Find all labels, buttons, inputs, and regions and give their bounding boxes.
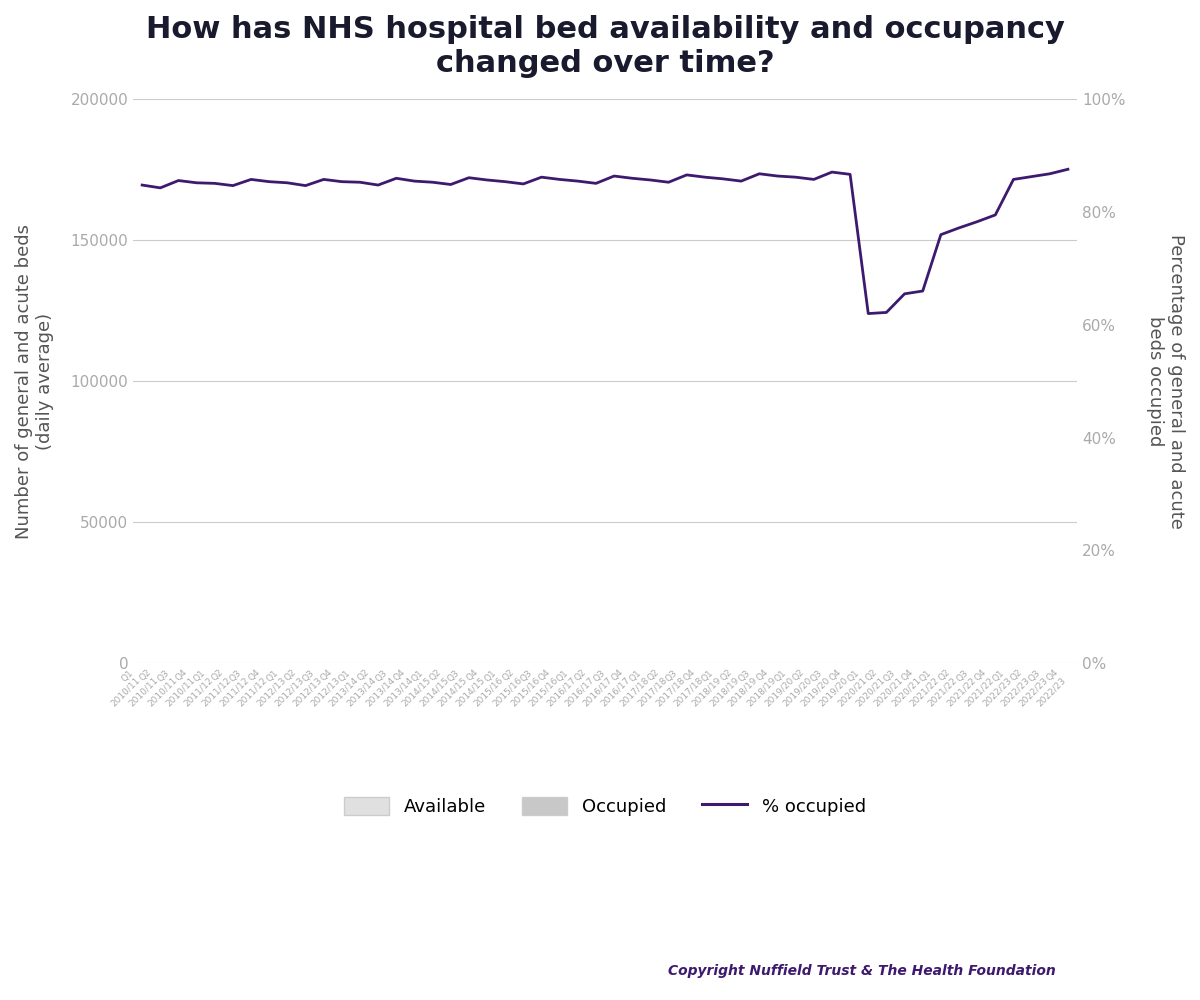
Title: How has NHS hospital bed availability and occupancy
changed over time?: How has NHS hospital bed availability an…	[145, 15, 1064, 78]
Legend: Available, Occupied, % occupied: Available, Occupied, % occupied	[337, 789, 874, 823]
Y-axis label: Percentage of general and acute
beds occupied: Percentage of general and acute beds occ…	[1146, 234, 1186, 529]
Text: Copyright Nuffield Trust & The Health Foundation: Copyright Nuffield Trust & The Health Fo…	[668, 964, 1056, 978]
Y-axis label: Number of general and acute beds
(daily average): Number of general and acute beds (daily …	[14, 224, 54, 539]
